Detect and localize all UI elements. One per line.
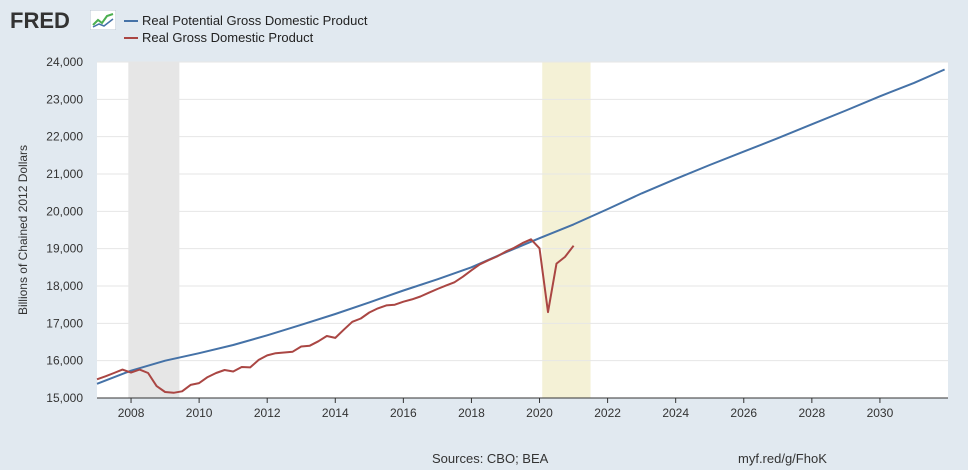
legend-label: Real Gross Domestic Product (142, 30, 314, 45)
y-tick-label: 16,000 (46, 354, 83, 368)
y-tick-label: 18,000 (46, 279, 83, 293)
series-lines (96, 68, 946, 394)
recession-bands (128, 62, 591, 398)
grid-lines (97, 61, 948, 399)
y-tick-label: 24,000 (46, 55, 83, 69)
x-tick-label: 2030 (867, 406, 894, 420)
legend-swatch (124, 37, 138, 39)
y-tick-label: 19,000 (46, 242, 83, 256)
y-tick-label: 15,000 (46, 391, 83, 405)
x-tick-label: 2024 (662, 406, 689, 420)
fred-graph-icon (90, 10, 116, 30)
y-tick-label: 21,000 (46, 167, 83, 181)
recession-band (128, 62, 180, 398)
x-tick-label: 2014 (322, 406, 349, 420)
recession-band (542, 62, 591, 398)
plot-background (97, 62, 948, 398)
legend-swatch (124, 20, 138, 22)
x-tick-label: 2022 (594, 406, 621, 420)
y-tick-label: 17,000 (46, 316, 83, 330)
x-tick-label: 2018 (458, 406, 485, 420)
y-axis-label: Billions of Chained 2012 Dollars (16, 145, 30, 315)
x-tick-label: 2012 (254, 406, 281, 420)
x-tick-label: 2016 (390, 406, 417, 420)
fred-logo[interactable]: FRED (10, 8, 120, 34)
x-tick-label: 2020 (526, 406, 553, 420)
series-line (96, 68, 946, 385)
legend-item-potential-gdp: Real Potential Gross Domestic Product (124, 12, 367, 29)
legend-item-real-gdp: Real Gross Domestic Product (124, 29, 367, 46)
x-tick-label: 2010 (186, 406, 213, 420)
y-tick-label: 23,000 (46, 92, 83, 106)
x-tick-label: 2008 (118, 406, 145, 420)
series-line (96, 238, 575, 394)
y-tick-label: 20,000 (46, 204, 83, 218)
y-axis: 15,000 16,000 17,000 18,000 19,000 20,000 21,0… (46, 55, 83, 405)
sources-text: Sources: CBO; BEA (432, 451, 549, 466)
fred-logo-text: FRED (10, 8, 70, 33)
short-link[interactable]: myf.red/g/FhoK (738, 451, 827, 466)
y-tick-label: 22,000 (46, 130, 83, 144)
x-tick-label: 2028 (798, 406, 825, 420)
x-axis: 2008 2010 2012 2014 2016 2018 2020 2022 2024 2026… (97, 397, 948, 420)
legend: Real Potential Gross Domestic Product Re… (124, 12, 367, 46)
legend-label: Real Potential Gross Domestic Product (142, 13, 368, 28)
x-tick-label: 2026 (730, 406, 757, 420)
